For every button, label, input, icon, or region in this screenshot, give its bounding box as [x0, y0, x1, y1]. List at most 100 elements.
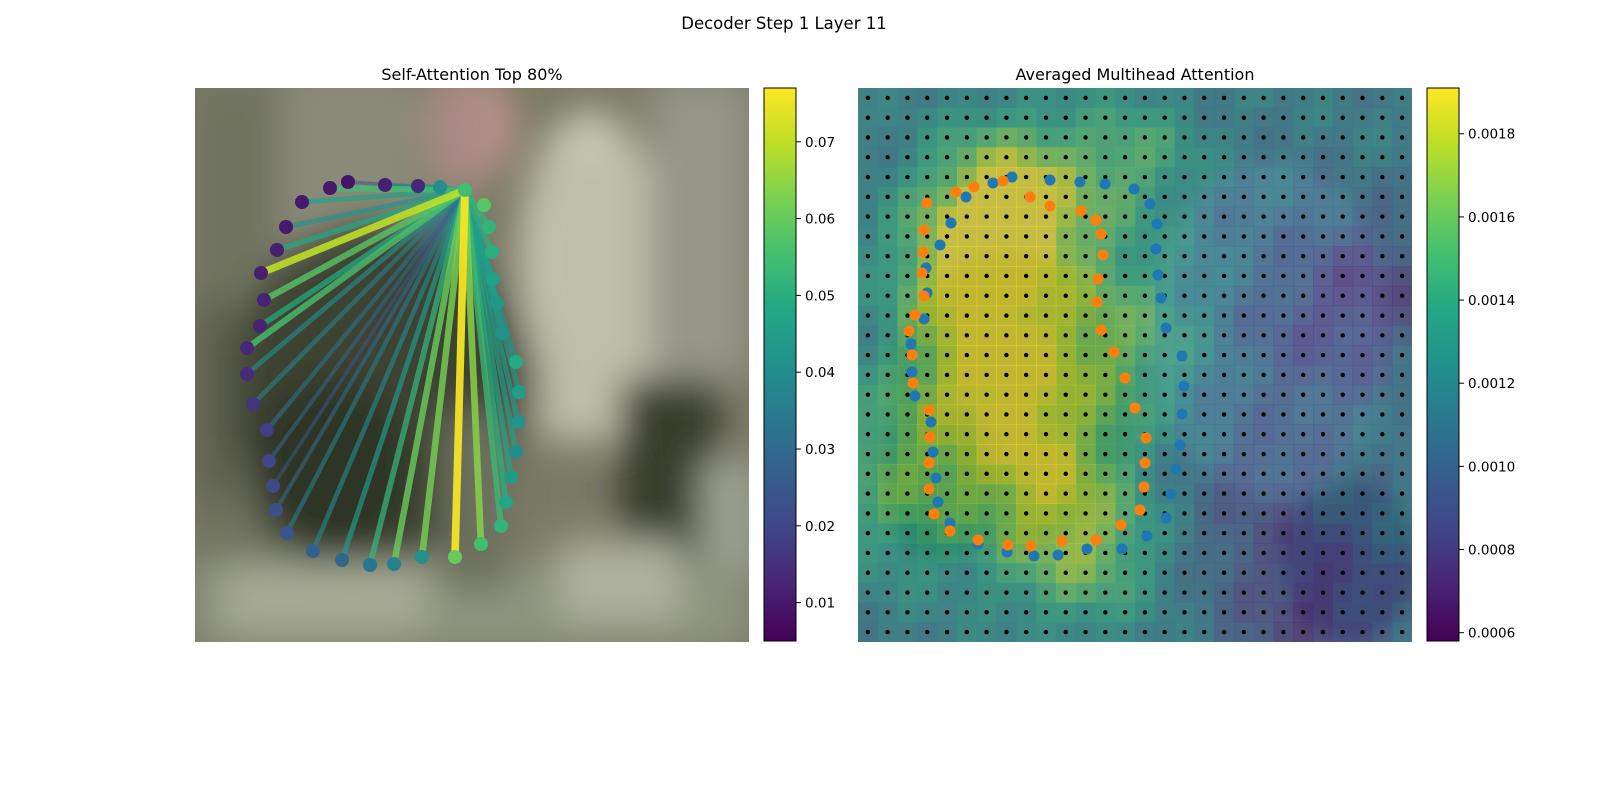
series-point: [923, 483, 935, 495]
grid-dot: [1063, 610, 1068, 615]
grid-dot: [1241, 610, 1247, 615]
grid-dot: [1261, 392, 1266, 397]
grid-dot: [964, 550, 970, 556]
contour-point: [378, 178, 392, 192]
grid-dot: [905, 412, 910, 417]
colorbar-ticks: 0.01 0.02 0.03 0.04 0.05 0.06 0.07: [796, 135, 835, 612]
grid-dot: [1063, 392, 1068, 397]
grid-dot: [1103, 530, 1108, 536]
grid-dot: [885, 471, 890, 477]
grid-dot: [1182, 293, 1187, 298]
grid-dot: [1340, 253, 1345, 259]
contour-point: [411, 179, 425, 193]
grid-dot: [1241, 432, 1247, 437]
attention-link: [271, 188, 467, 488]
grid-dot: [865, 135, 871, 140]
grid-dot: [944, 610, 950, 615]
series-point: [1002, 539, 1014, 551]
grid-dot: [1399, 432, 1405, 437]
grid-dot: [1261, 174, 1266, 180]
grid-dot: [984, 273, 989, 279]
grid-dot: [1221, 155, 1227, 160]
series-point: [928, 508, 940, 520]
grid-dot: [1241, 491, 1247, 496]
grid-dot: [905, 214, 910, 219]
grid-dot: [1399, 550, 1405, 556]
grid-dot: [1340, 610, 1345, 615]
grid-dot: [1063, 95, 1068, 101]
grid-dot: [944, 313, 950, 318]
grid-dot: [1360, 471, 1365, 477]
grid-dot: [964, 234, 970, 239]
grid-dot: [1202, 352, 1207, 358]
grid-dot: [1241, 590, 1247, 595]
grid-dot: [1340, 550, 1345, 556]
grid-dot: [964, 372, 970, 378]
grid-dot: [905, 273, 910, 279]
grid-dot: [1281, 570, 1286, 575]
series-point: [997, 175, 1009, 187]
grid-dot: [1103, 629, 1108, 635]
grid-dot: [905, 491, 910, 496]
grid-dot: [1063, 590, 1068, 595]
attention-link: [264, 187, 468, 433]
series-point: [1090, 214, 1102, 226]
grid-dot: [1043, 491, 1049, 496]
grid-dot: [1063, 570, 1068, 575]
grid-dot: [984, 155, 989, 160]
grid-dot: [1063, 629, 1068, 635]
grid-dot: [905, 253, 910, 259]
grid-dot: [1300, 253, 1306, 259]
grid-dot: [1103, 570, 1108, 575]
colorbar-gradient: [763, 87, 797, 642]
grid-dot: [885, 273, 890, 279]
colorbar-tick-label: 0.01: [805, 596, 835, 612]
contour-point: [295, 195, 309, 209]
grid-dot: [964, 629, 970, 635]
grid-dot: [1221, 333, 1227, 338]
series-point: [923, 457, 935, 469]
grid-dot: [1221, 214, 1227, 219]
grid-dot: [1320, 570, 1326, 575]
series-point: [918, 224, 930, 236]
grid-dot: [964, 590, 970, 595]
grid-dot: [1281, 629, 1286, 635]
grid-dot: [1103, 155, 1108, 160]
grid-dot: [1063, 155, 1068, 160]
grid-dot: [1162, 471, 1167, 477]
grid-dot: [1241, 174, 1247, 180]
grid-dot: [1063, 115, 1068, 120]
grid-dot: [1360, 253, 1365, 259]
grid-dot: [1380, 214, 1385, 219]
multihead-colorbar: 0.0006 0.0008 0.0010 0.0012 0.0014 0.0016 0.00…: [1426, 87, 1515, 642]
grid-dot: [1023, 313, 1029, 318]
grid-dot: [1043, 352, 1049, 358]
grid-dot: [1241, 135, 1247, 140]
series-point: [921, 197, 933, 209]
grid-dot: [1182, 570, 1187, 575]
grid-dot: [865, 511, 871, 516]
grid-dot: [1380, 135, 1385, 140]
grid-dot: [1399, 135, 1405, 140]
grid-dot: [1320, 253, 1326, 259]
grid-dot: [1162, 234, 1167, 239]
grid-dot: [925, 214, 930, 219]
grid-dot: [925, 392, 930, 397]
series-point: [1116, 543, 1128, 555]
grid-dot: [1043, 590, 1049, 595]
grid-dot: [1004, 273, 1009, 279]
grid-dot: [1142, 590, 1148, 595]
grid-dot: [1202, 253, 1207, 259]
grid-dot: [1103, 313, 1108, 318]
grid-dot: [925, 95, 930, 101]
series-point: [1176, 408, 1188, 420]
grid-dot: [1063, 234, 1068, 239]
grid-dot: [1399, 412, 1405, 417]
grid-dot: [944, 273, 950, 279]
grid-dot: [1122, 530, 1128, 536]
grid-dot: [1023, 590, 1029, 595]
grid-dot: [944, 629, 950, 635]
grid-dot: [1004, 253, 1009, 259]
grid-dot: [1241, 214, 1247, 219]
contour-point: [257, 293, 271, 307]
